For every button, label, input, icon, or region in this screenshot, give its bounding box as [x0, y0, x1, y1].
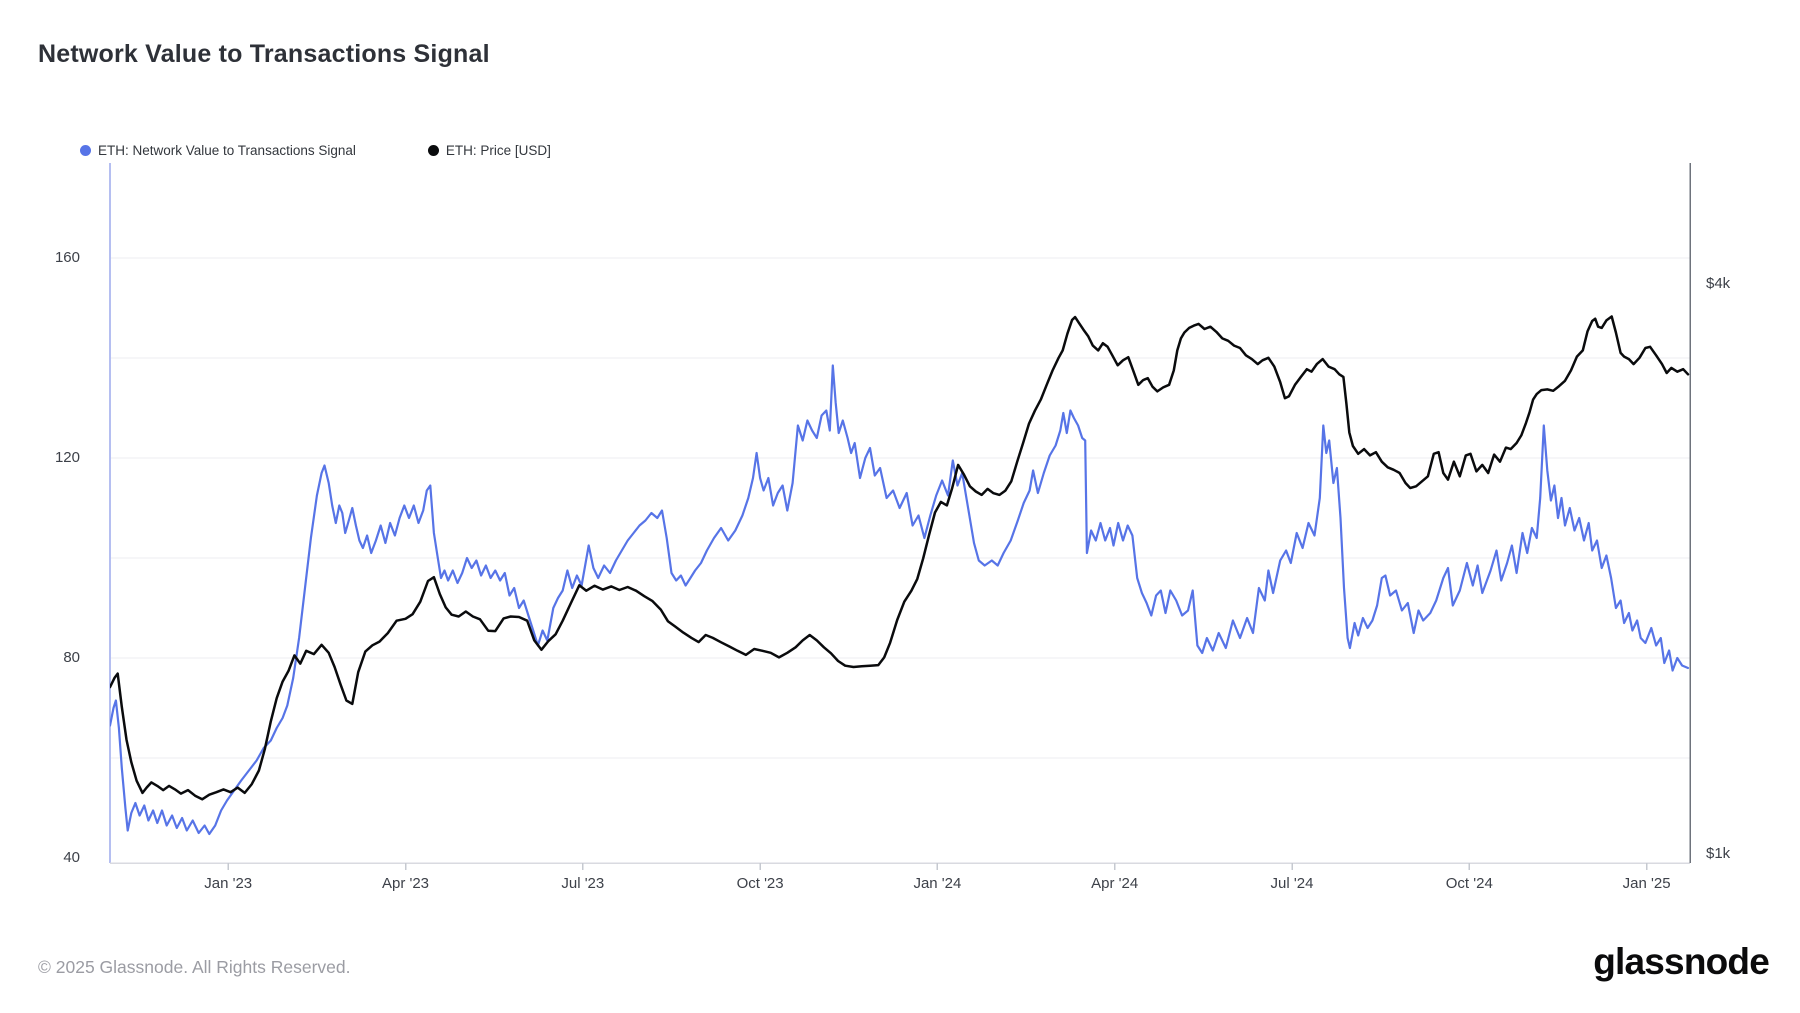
legend-label: ETH: Price [USD] — [445, 142, 551, 158]
x-axis-label: Jul '24 — [1270, 875, 1314, 892]
nvt-legend-dot-icon — [80, 144, 91, 156]
x-axis-label: Jan '25 — [1622, 875, 1671, 892]
page-title: Network Value to Transactions Signal — [38, 40, 490, 68]
x-axis-label: Oct '24 — [1445, 875, 1493, 892]
legend-item-nvt[interactable]: ETH: Network Value to Transactions Signa… — [80, 143, 356, 158]
copyright-text: © 2025 Glassnode. All Rights Reserved. — [38, 957, 351, 977]
price-axis-label-1k: $1k — [1706, 845, 1731, 862]
y-axis-label: 40 — [63, 849, 80, 866]
x-axis-label: Jan '24 — [913, 875, 962, 892]
nvt-line-series[interactable] — [110, 364, 1690, 836]
x-axis-label: Apr '23 — [381, 875, 430, 892]
glassnode-logo: glassnode — [1593, 941, 1770, 982]
x-axis-label: Oct '23 — [736, 875, 784, 892]
x-axis-label: Jul '23 — [561, 875, 605, 892]
legend-label: ETH: Network Value to Transactions Signa… — [98, 142, 356, 158]
price-legend-dot-icon — [427, 144, 439, 156]
legend: ETH: Network Value to Transactions Signa… — [80, 142, 551, 158]
price-line-series[interactable] — [110, 315, 1690, 801]
legend-item-price[interactable]: ETH: Price [USD] — [427, 142, 551, 158]
x-axis-label: Apr '24 — [1091, 875, 1139, 892]
price-axis-label-4k: $4k — [1706, 275, 1731, 292]
y-axis-label: 120 — [54, 449, 80, 466]
x-axis-label: Jan '23 — [204, 875, 253, 892]
y-axis-label: 160 — [54, 249, 80, 266]
y-axis-label: 80 — [63, 649, 80, 666]
